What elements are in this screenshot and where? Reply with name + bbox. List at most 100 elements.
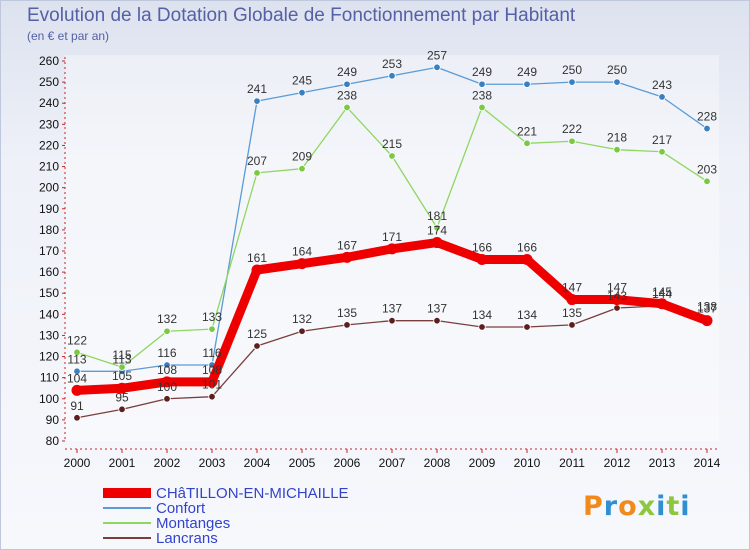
data-label: 171 xyxy=(382,230,402,244)
data-label: 133 xyxy=(202,310,222,324)
data-label: 249 xyxy=(337,65,357,79)
data-point xyxy=(566,294,578,306)
data-label: 218 xyxy=(607,131,627,145)
data-label: 238 xyxy=(337,88,357,102)
data-point xyxy=(433,63,441,72)
data-label: 108 xyxy=(157,363,177,377)
data-label: 132 xyxy=(292,312,312,326)
data-point xyxy=(431,237,443,249)
y-tick-label: 260 xyxy=(39,54,59,68)
data-label: 217 xyxy=(652,133,672,147)
y-tick-label: 190 xyxy=(39,202,59,216)
chart-title: Evolution de la Dotation Globale de Fonc… xyxy=(27,5,576,26)
y-tick-label: 110 xyxy=(40,371,59,385)
data-label: 113 xyxy=(112,352,131,366)
data-label: 122 xyxy=(67,333,87,347)
y-tick-label: 220 xyxy=(39,138,59,152)
data-point xyxy=(163,327,171,335)
x-tick-label: 2004 xyxy=(244,456,271,470)
data-point xyxy=(71,384,83,396)
legend-label: Confort xyxy=(156,500,206,517)
data-label: 137 xyxy=(382,302,402,316)
data-point xyxy=(523,80,531,88)
legend-label: Montanges xyxy=(156,515,230,532)
y-tick-label: 210 xyxy=(39,160,59,174)
data-point xyxy=(433,224,441,232)
x-tick-label: 2014 xyxy=(694,456,721,470)
data-label: 249 xyxy=(517,65,537,79)
y-tick-label: 160 xyxy=(39,265,59,279)
data-point xyxy=(298,88,306,97)
data-point xyxy=(611,294,623,306)
x-tick-label: 2002 xyxy=(154,456,181,470)
data-point xyxy=(613,78,621,86)
y-tick-label: 200 xyxy=(39,181,59,195)
data-label: 215 xyxy=(382,137,402,151)
data-point xyxy=(701,315,713,327)
data-point xyxy=(656,298,668,310)
data-point xyxy=(568,78,576,86)
data-label: 228 xyxy=(697,110,717,124)
data-label: 250 xyxy=(607,63,627,77)
chart-subtitle: (en € et par an) xyxy=(27,29,110,43)
data-point xyxy=(523,139,531,148)
data-label: 243 xyxy=(652,78,672,92)
data-point xyxy=(523,323,531,331)
x-tick-label: 2003 xyxy=(199,456,226,470)
data-label: 104 xyxy=(67,371,87,385)
data-point xyxy=(73,348,81,357)
data-point xyxy=(568,321,576,329)
data-point xyxy=(116,382,128,394)
data-label: 134 xyxy=(517,308,537,322)
data-label: 166 xyxy=(472,240,492,254)
data-label: 249 xyxy=(472,65,492,79)
x-tick-label: 2008 xyxy=(424,456,451,470)
data-label: 143 xyxy=(607,289,627,303)
data-point xyxy=(386,243,398,255)
data-label: 164 xyxy=(292,245,312,259)
data-point xyxy=(521,253,533,265)
data-label: 147 xyxy=(607,281,627,295)
x-tick-label: 2009 xyxy=(469,456,496,470)
x-tick-label: 2007 xyxy=(379,456,406,470)
data-point xyxy=(251,264,263,276)
data-label: 113 xyxy=(67,352,86,366)
logo-letter: x xyxy=(637,491,657,522)
logo-letter: P xyxy=(583,491,604,522)
data-label: 116 xyxy=(157,346,176,360)
data-point xyxy=(433,316,441,325)
x-tick-label: 2001 xyxy=(109,456,136,470)
data-label: 174 xyxy=(427,224,447,238)
data-point xyxy=(343,80,351,88)
proxiti-logo: Proxiti xyxy=(583,491,691,522)
y-tick-label: 150 xyxy=(39,286,59,300)
data-point xyxy=(476,253,488,265)
y-tick-label: 170 xyxy=(39,244,59,258)
data-label: 145 xyxy=(652,285,672,299)
data-label: 241 xyxy=(247,82,267,96)
data-label: 116 xyxy=(202,346,221,360)
data-point xyxy=(388,72,396,80)
data-label: 147 xyxy=(562,281,582,295)
x-tick-label: 2013 xyxy=(649,456,676,470)
data-label: 135 xyxy=(337,306,357,320)
data-point xyxy=(613,304,621,312)
x-tick-label: 2000 xyxy=(64,456,91,470)
data-label: 166 xyxy=(517,240,537,254)
y-tick-label: 90 xyxy=(46,413,60,427)
data-label: 144 xyxy=(652,287,672,301)
data-point xyxy=(163,395,171,403)
data-label: 95 xyxy=(115,390,129,404)
data-label: 250 xyxy=(562,63,582,77)
data-label: 221 xyxy=(517,124,537,138)
data-label: 253 xyxy=(382,57,402,71)
data-point xyxy=(208,392,216,401)
data-point xyxy=(296,258,308,270)
x-tick-label: 2006 xyxy=(334,456,361,470)
data-label: 203 xyxy=(697,162,717,176)
data-point xyxy=(161,376,173,388)
data-label: 132 xyxy=(157,312,177,326)
data-point xyxy=(118,363,126,371)
data-label: 135 xyxy=(562,306,582,320)
legend-label: Lancrans xyxy=(156,530,218,547)
